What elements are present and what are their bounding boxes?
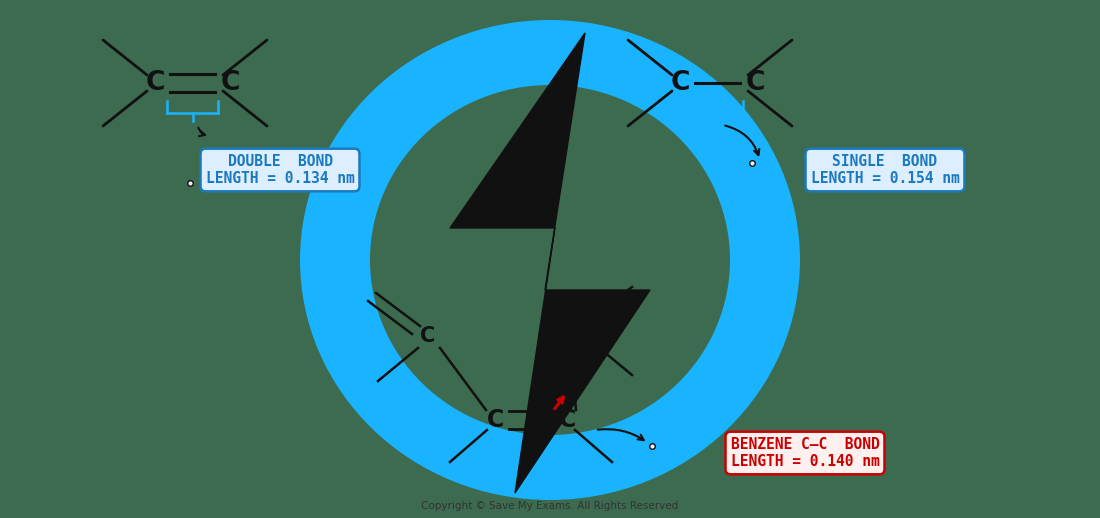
Polygon shape bbox=[450, 33, 650, 493]
Ellipse shape bbox=[370, 85, 730, 435]
Text: Copyright © Save My Exams. All Rights Reserved: Copyright © Save My Exams. All Rights Re… bbox=[421, 501, 679, 511]
Text: C: C bbox=[559, 408, 575, 432]
Text: DOUBLE  BOND
LENGTH = 0.134 nm: DOUBLE BOND LENGTH = 0.134 nm bbox=[206, 154, 354, 186]
Text: BENZENE C–C  BOND
LENGTH = 0.140 nm: BENZENE C–C BOND LENGTH = 0.140 nm bbox=[730, 437, 879, 469]
Ellipse shape bbox=[300, 20, 800, 500]
Text: C: C bbox=[574, 320, 590, 340]
Text: C: C bbox=[486, 408, 504, 432]
Text: C: C bbox=[670, 70, 690, 96]
Text: C: C bbox=[145, 70, 165, 96]
Text: SINGLE  BOND
LENGTH = 0.154 nm: SINGLE BOND LENGTH = 0.154 nm bbox=[811, 154, 959, 186]
Text: C: C bbox=[420, 326, 436, 346]
Text: C: C bbox=[220, 70, 240, 96]
Text: C: C bbox=[746, 70, 764, 96]
